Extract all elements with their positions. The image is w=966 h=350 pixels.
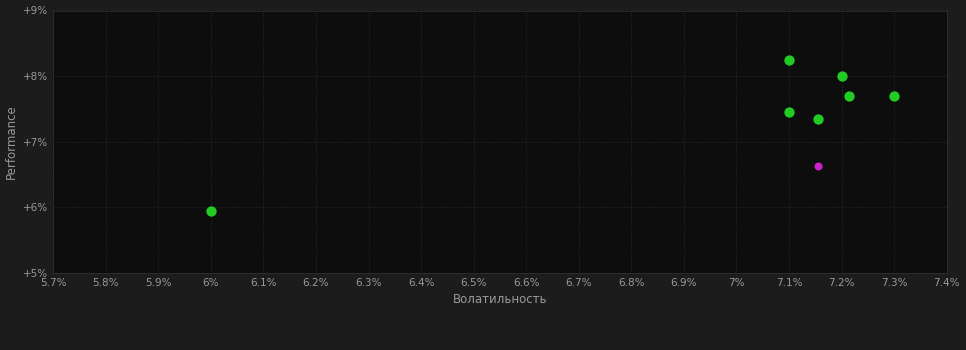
Point xyxy=(781,57,797,63)
Point xyxy=(834,73,849,79)
Point xyxy=(810,116,826,121)
Point xyxy=(887,93,902,99)
Point xyxy=(781,110,797,115)
Point xyxy=(810,163,826,169)
Point xyxy=(203,208,218,213)
Y-axis label: Performance: Performance xyxy=(5,104,17,179)
Point xyxy=(841,93,857,99)
X-axis label: Волатильность: Волатильность xyxy=(453,293,547,306)
